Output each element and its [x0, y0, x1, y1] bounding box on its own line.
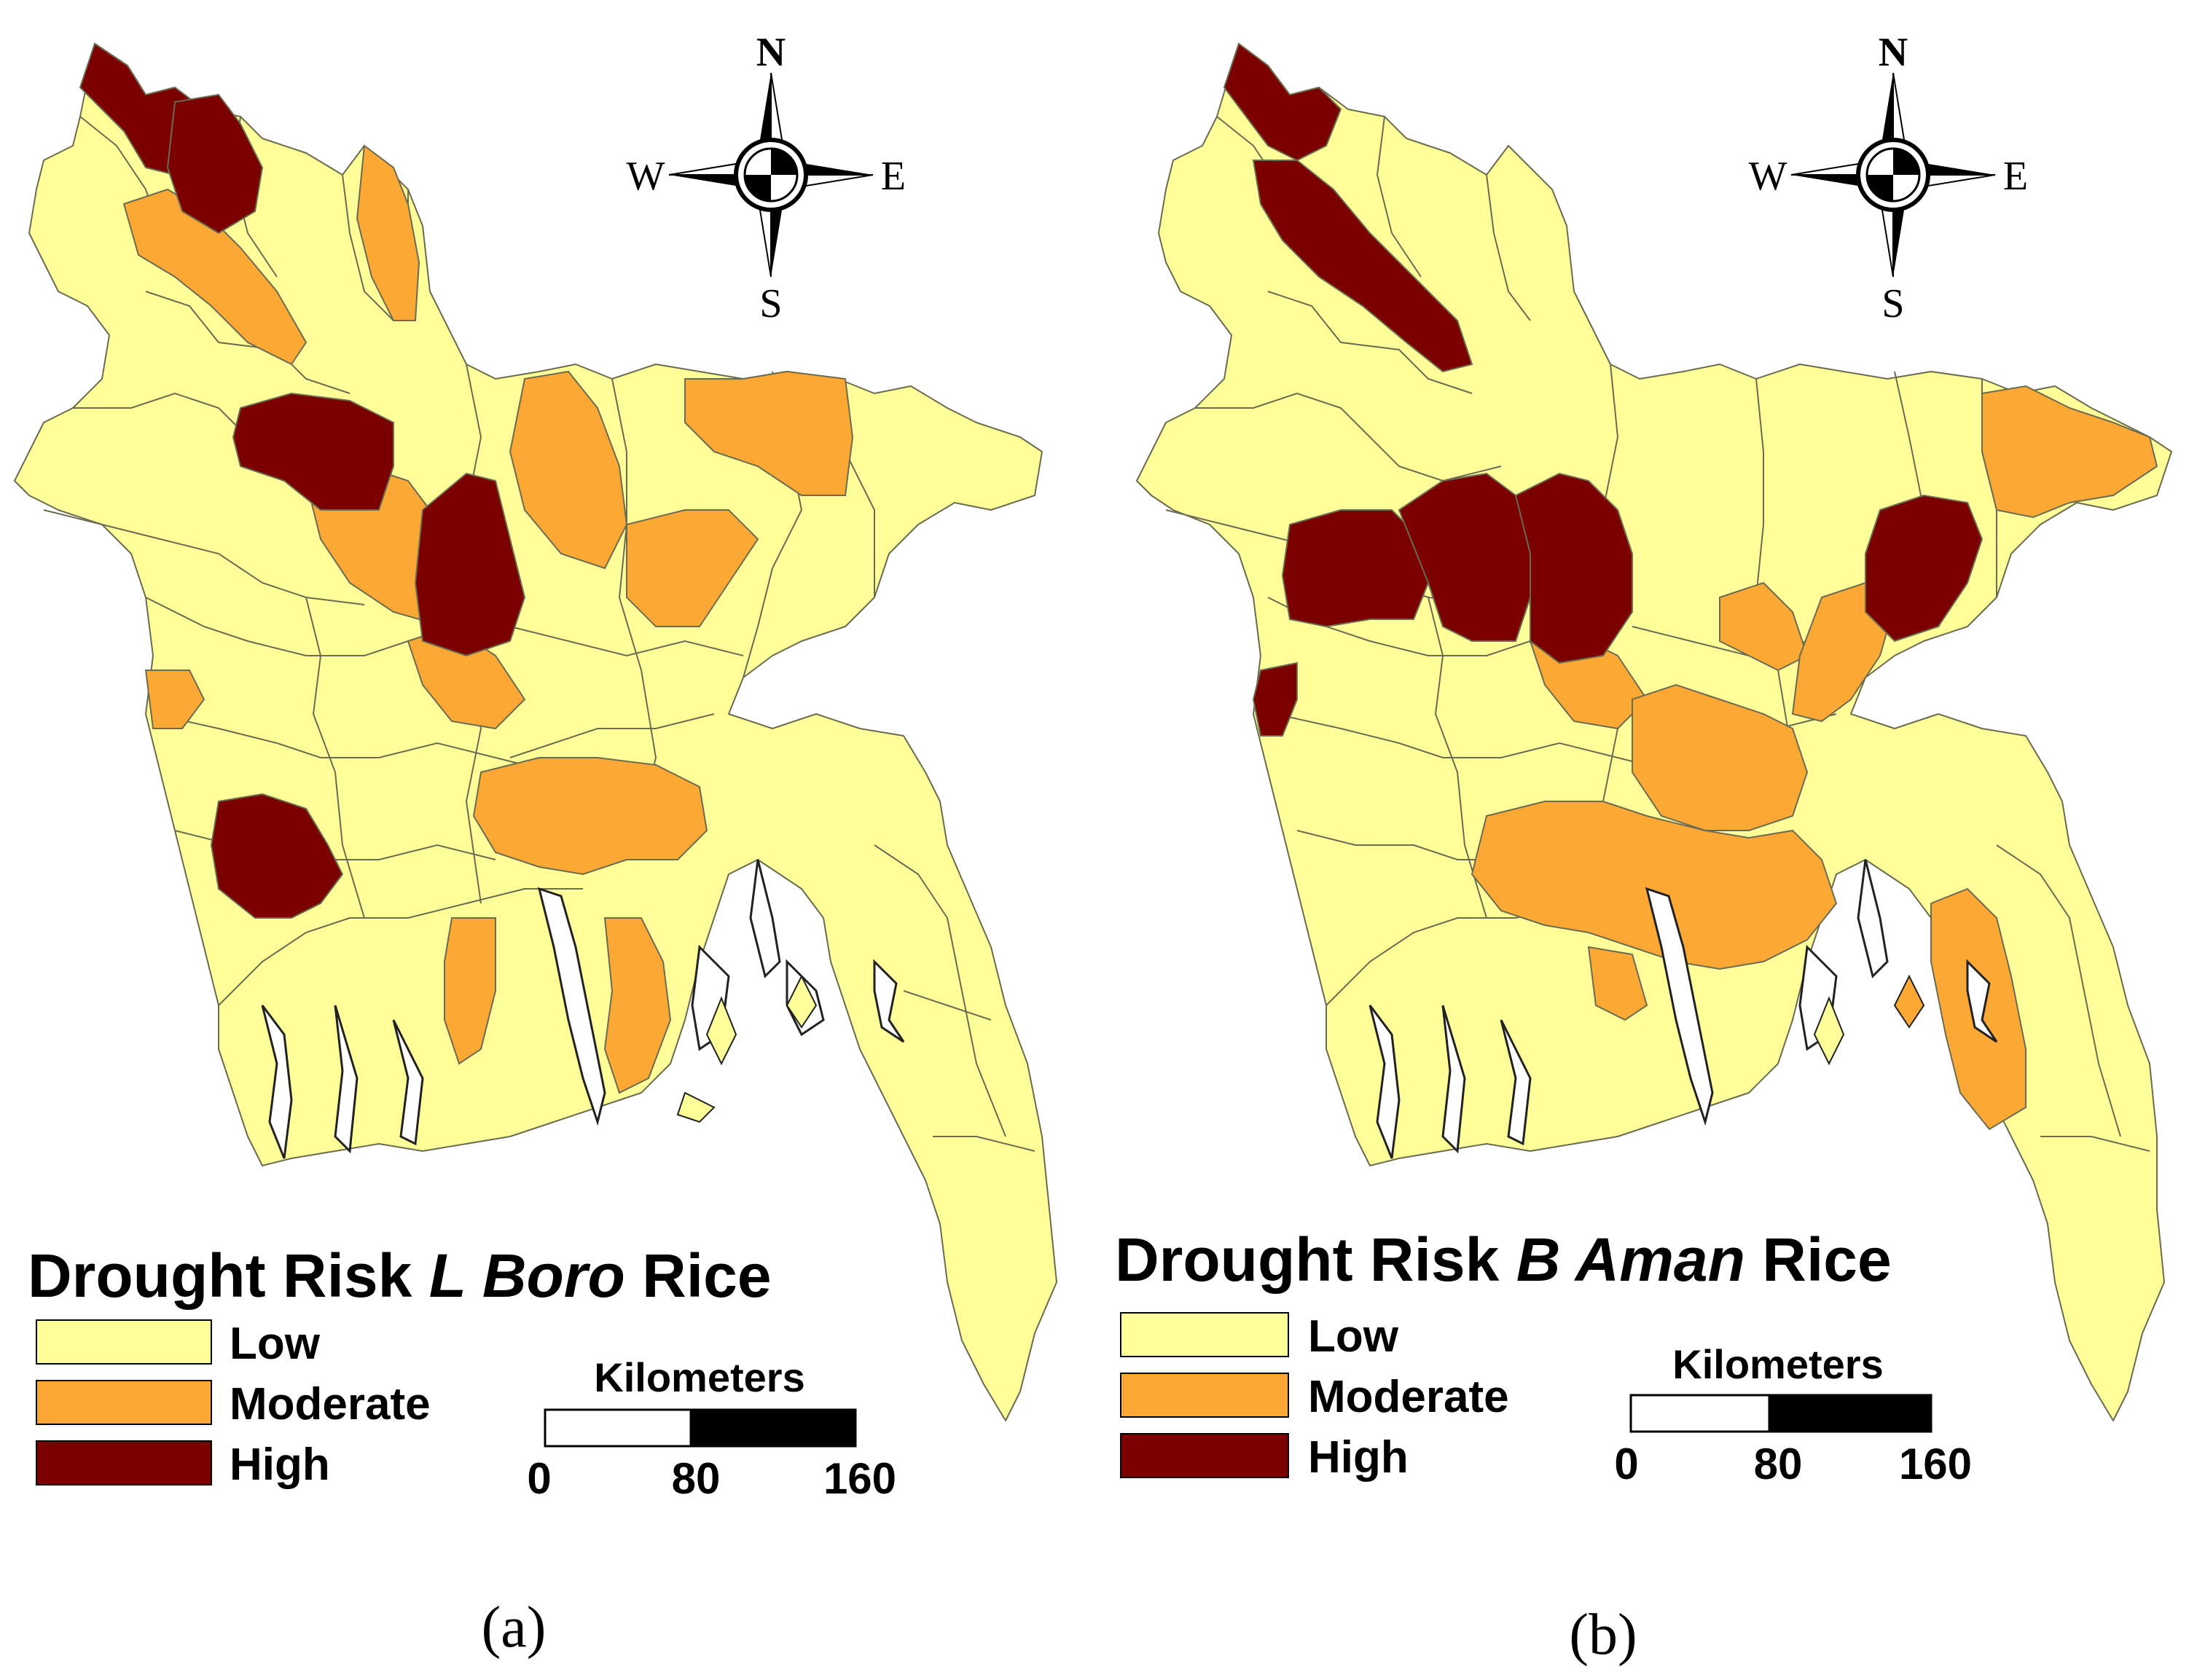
scale-tick-80: 80 — [1754, 1440, 1803, 1488]
island — [676, 1091, 716, 1123]
compass-rose-a: N S E W — [627, 30, 906, 326]
legend-label-low: Low — [1308, 1311, 1399, 1362]
scale-segment-white — [544, 1408, 692, 1448]
scale-bar-b: Kilometers 0 80 160 — [1614, 1341, 1972, 1488]
scale-tick-160: 160 — [823, 1454, 896, 1503]
district-moderate — [626, 509, 759, 627]
coast-inlet — [334, 1005, 359, 1154]
coast-inlet — [1645, 887, 1714, 1126]
scale-title-b: Kilometers — [1672, 1341, 1883, 1387]
district-moderate — [356, 144, 420, 321]
legend-swatch-moderate — [36, 1380, 212, 1425]
panel-label-a: (a) — [482, 1595, 547, 1660]
district-moderate — [1471, 801, 1838, 970]
district-high — [1252, 662, 1298, 737]
delta-a — [261, 859, 905, 1159]
island — [1893, 974, 1925, 1029]
district-moderate — [472, 757, 708, 876]
legend-swatch-low — [36, 1319, 212, 1365]
legend-label-moderate: Moderate — [230, 1379, 431, 1429]
map-a — [14, 42, 1057, 1421]
panel-label-b: (b) — [1569, 1603, 1637, 1667]
district-high — [1281, 509, 1430, 628]
coast-inlet — [261, 1005, 293, 1159]
scale-tick-0: 0 — [1614, 1440, 1638, 1488]
legend-label-high: High — [1308, 1432, 1409, 1483]
compass-rose-b: N S E W — [1749, 30, 2029, 326]
map-title-a: Drought Risk L Boro Rice — [28, 1241, 772, 1310]
legend-b: Low Moderate High — [1120, 1311, 1509, 1483]
lake — [1966, 959, 1998, 1043]
high-districts-a — [79, 42, 526, 919]
district-moderate — [1587, 946, 1648, 1021]
high-districts-b — [1223, 42, 1984, 737]
lake — [873, 959, 905, 1043]
district-high — [1252, 160, 1473, 373]
legend-a: Low Moderate High — [36, 1319, 431, 1490]
scale-bar-a: Kilometers 0 80 160 — [527, 1354, 896, 1503]
legend-swatch-moderate — [1120, 1373, 1289, 1418]
scale-segment-black — [1768, 1394, 1932, 1433]
district-high — [1223, 42, 1342, 162]
island — [786, 974, 818, 1029]
legend-label-low: Low — [230, 1319, 321, 1369]
compass-e-label: E — [881, 154, 906, 199]
coast-inlet — [1500, 1019, 1532, 1146]
scale-tick-160: 160 — [1899, 1440, 1972, 1488]
legend-swatch-high — [36, 1440, 212, 1485]
district-high — [210, 793, 344, 919]
district-moderate — [1981, 385, 2158, 519]
scale-segment-black — [689, 1408, 857, 1448]
scale-title-a: Kilometers — [594, 1354, 804, 1400]
island — [705, 996, 737, 1066]
coast-inlet — [1857, 859, 1889, 978]
coast-inlet — [537, 887, 606, 1126]
district-moderate — [444, 917, 496, 1065]
coast-inlet — [1368, 1005, 1401, 1159]
district-moderate — [603, 917, 672, 1094]
coast-inlet — [1441, 1005, 1466, 1154]
district-high — [166, 93, 264, 235]
compass-w-label: W — [627, 154, 665, 199]
scale-tick-80: 80 — [672, 1454, 721, 1503]
panel-a: N S E W Drought Risk L Boro Rice Low Mod… — [14, 30, 1057, 1660]
legend-label-moderate: Moderate — [1308, 1372, 1509, 1422]
compass-e-label: E — [2003, 154, 2028, 199]
compass-n-label: N — [756, 30, 786, 75]
district-moderate — [684, 370, 854, 496]
delta-b — [1368, 859, 1998, 1159]
district-moderate — [1719, 581, 1809, 672]
district-high — [232, 392, 394, 511]
scale-tick-0: 0 — [527, 1454, 551, 1503]
map-b — [1136, 42, 2172, 1421]
district-moderate — [144, 670, 205, 729]
district-high — [1514, 472, 1633, 664]
district-moderate — [1632, 683, 1809, 831]
compass-w-label: W — [1749, 154, 1787, 199]
panel-b: N S E W Drought Risk B Aman Rice Low Mod… — [1115, 30, 2172, 1667]
island — [1813, 996, 1845, 1066]
district-high — [1865, 494, 1984, 643]
legend-swatch-high — [1120, 1433, 1289, 1478]
map-title-b: Drought Risk B Aman Rice — [1115, 1225, 1892, 1294]
district-high — [414, 472, 526, 657]
district-moderate — [509, 370, 628, 570]
scale-segment-white — [1629, 1394, 1771, 1433]
compass-n-label: N — [1879, 30, 1908, 75]
compass-s-label: S — [1881, 281, 1904, 326]
legend-label-high: High — [230, 1440, 330, 1490]
legend-swatch-low — [1120, 1312, 1289, 1357]
coast-inlet — [749, 859, 781, 978]
coast-inlet — [392, 1019, 424, 1146]
compass-s-label: S — [759, 281, 782, 326]
